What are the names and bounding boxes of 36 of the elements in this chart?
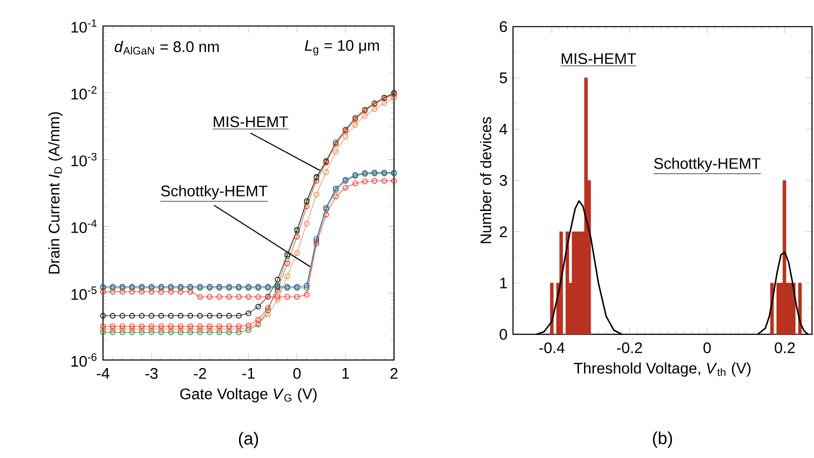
x-tick-label: 1 (342, 368, 350, 379)
x-tick-label: -0.4 (539, 342, 565, 354)
annotation: L$_{g}$ = 10 μm (304, 40, 379, 56)
y-tick-label: 10$^{-1}$ (72, 19, 96, 33)
y-tick-label: 10$^{-4}$ (72, 220, 97, 234)
y-tick-label: 10$^{-3}$ (72, 152, 96, 166)
x-tick-label: -2 (194, 368, 206, 379)
annotation: d$_{AlGaN}$ = 8.0 nm (114, 40, 219, 55)
y-tick-label: 4 (499, 124, 508, 134)
x-tick-label: 0 (293, 368, 301, 379)
y-tick-label: 1 (500, 278, 507, 288)
y-tick-label: 3 (500, 175, 507, 186)
y-tick-label: 2 (500, 226, 507, 238)
x-tick-label: -0.2 (616, 342, 642, 354)
x-tick-label: -1 (242, 368, 255, 379)
annotation: Schottky-HEMT (654, 158, 760, 172)
text: (b) (652, 432, 672, 448)
y-tick-label: 5 (500, 72, 507, 84)
y-tick-label: 0 (500, 328, 508, 340)
y-tick-label: 6 (500, 21, 507, 32)
x-axis-title: Threshold Voltage, V$_{th}$ (V) (574, 362, 750, 377)
x-tick-label: 0.2 (774, 342, 795, 354)
text: (a) (238, 432, 258, 448)
y-tick-label: 10$^{-2}$ (72, 86, 96, 100)
x-axis-title: Gate Voltage V$_{G}$ (V) (180, 388, 317, 402)
y-tick-label: 10$^{-6}$ (72, 353, 96, 367)
x-tick-label: -3 (145, 368, 158, 379)
x-tick-label: 2 (390, 368, 398, 379)
y-tick-label: 10$^{-5}$ (72, 286, 97, 300)
x-tick-label: 0 (704, 342, 711, 354)
annotation: Schottky-HEMT (161, 185, 268, 200)
x-tick-label: -4 (96, 368, 110, 379)
annotation: MIS-HEMT (214, 116, 288, 128)
y-axis-title: Drain Current I$_{D}$ (A/mm) (48, 112, 63, 274)
y-axis-title: Number of devices (480, 117, 492, 244)
annotation: MIS-HEMT (562, 53, 636, 64)
